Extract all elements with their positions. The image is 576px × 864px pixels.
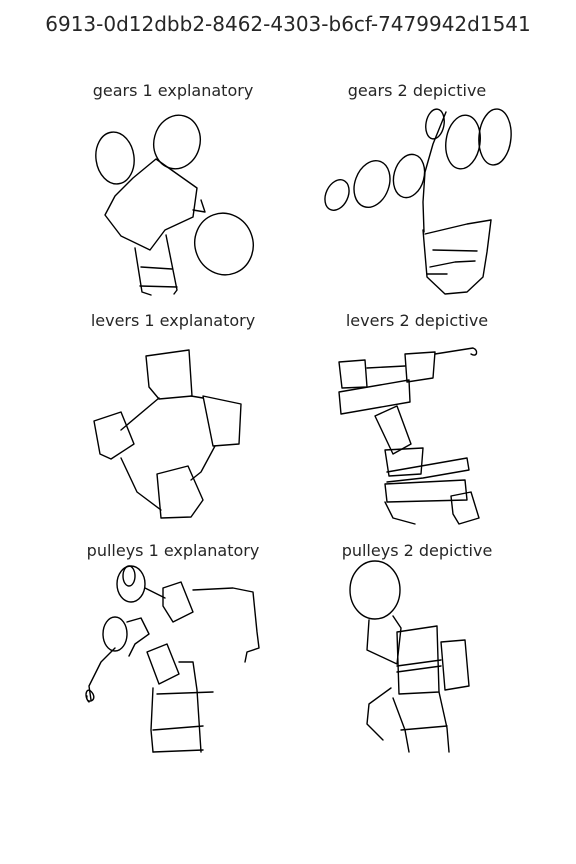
gear-circle <box>425 108 445 140</box>
page-title: 6913-0d12dbb2-8462-4303-b6cf-7479942d154… <box>45 12 531 36</box>
sketch-stroke <box>152 725 204 731</box>
sketch-stroke <box>384 501 416 525</box>
sketch-gears-2 <box>324 108 512 295</box>
sketch-pulleys-1 <box>85 565 260 753</box>
sketch-stroke <box>366 615 402 665</box>
panel-title: pulleys 2 depictive <box>341 541 493 560</box>
lever-block <box>404 351 436 383</box>
panel-gears-2: gears 2 depictive <box>297 82 537 302</box>
sketch-block <box>146 643 180 685</box>
sketch-stroke <box>434 347 478 356</box>
sketch-stroke <box>392 697 410 753</box>
pulley-circle <box>102 616 128 652</box>
lever-block <box>156 465 204 519</box>
sketch-stroke <box>422 111 447 233</box>
sketch-stroke <box>139 285 178 288</box>
gear-circle <box>324 179 350 211</box>
gear-circle <box>478 108 512 166</box>
sketch-stroke <box>422 219 492 295</box>
lever-block <box>384 479 468 503</box>
panel-title: levers 1 explanatory <box>90 311 256 330</box>
sketch-stroke <box>429 260 476 268</box>
sketch-body <box>104 158 198 251</box>
sketch-stroke <box>120 457 162 511</box>
panel-title: pulleys 1 explanatory <box>86 541 260 560</box>
gear-circle <box>392 153 426 199</box>
pulley-circle <box>116 565 146 603</box>
pulley-circle <box>349 560 401 620</box>
sketch-stroke <box>386 457 470 483</box>
sketch-stroke <box>140 266 173 270</box>
pulley-circle <box>122 565 136 587</box>
sketch-stroke <box>396 659 442 667</box>
sketch-pulleys-2 <box>349 560 470 753</box>
sketch-stroke <box>438 691 450 753</box>
sketch-stroke <box>400 725 448 731</box>
sketch-stroke <box>126 617 150 657</box>
sketch-stroke <box>88 647 116 701</box>
sketch-stroke <box>192 587 260 663</box>
gear-circle <box>153 114 201 170</box>
lever-block <box>145 349 193 400</box>
sketch-stroke <box>366 687 392 741</box>
panel-levers-1: levers 1 explanatory <box>53 312 293 532</box>
sketch-gears-1 <box>95 114 254 296</box>
sketch-stroke <box>432 249 478 252</box>
lever-block <box>384 447 424 477</box>
panel-levers-2: levers 2 depictive <box>297 312 537 532</box>
panel-pulleys-2: pulleys 2 depictive <box>297 542 537 762</box>
lever-block <box>93 411 135 460</box>
panel-gears-1: gears 1 explanatory <box>53 82 293 302</box>
sketch-stroke <box>178 661 202 753</box>
sketch-block <box>396 625 440 695</box>
sketch-stroke <box>85 689 95 703</box>
sketch-stroke <box>144 587 166 599</box>
sketch-stroke <box>165 234 178 295</box>
lever-block <box>338 359 368 389</box>
sketch-stroke <box>396 665 442 673</box>
sketch-levers-2 <box>338 347 480 525</box>
gear-circle <box>194 212 254 276</box>
panel-pulleys-1: pulleys 1 explanatory <box>53 542 293 762</box>
lever-block <box>374 405 412 455</box>
sketch-stroke <box>366 365 406 369</box>
sketch-stroke <box>190 395 204 399</box>
panel-title: gears 2 depictive <box>347 81 487 100</box>
lever-block <box>338 379 411 415</box>
sketch-stroke <box>190 445 216 481</box>
lever-block <box>202 395 242 447</box>
sketch-block <box>162 581 194 623</box>
gear-circle <box>95 131 135 185</box>
sketch-block <box>440 639 470 691</box>
sketch-levers-1 <box>93 349 242 519</box>
sketch-stroke <box>134 247 152 296</box>
gear-circle <box>445 114 481 170</box>
sketch-stroke <box>120 397 160 431</box>
gear-circle <box>353 160 391 208</box>
panel-title: gears 1 explanatory <box>92 81 254 100</box>
sketch-stroke <box>152 749 204 753</box>
panel-title: levers 2 depictive <box>345 311 489 330</box>
sketch-stroke <box>150 687 154 753</box>
sketch-stroke <box>424 219 492 235</box>
sketch-stroke <box>192 199 206 213</box>
sketch-stroke <box>156 691 214 695</box>
lever-block <box>450 491 480 525</box>
